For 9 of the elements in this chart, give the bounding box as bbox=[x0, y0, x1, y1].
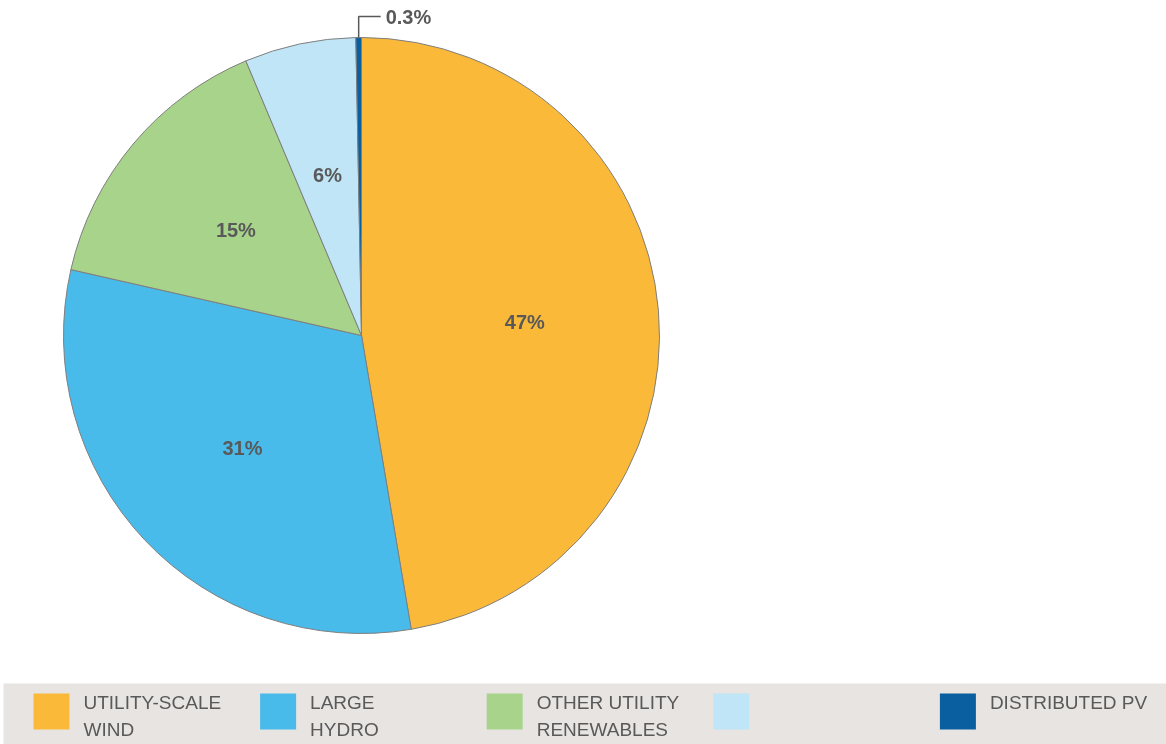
data-label: 47% bbox=[504, 310, 546, 333]
data-label: 6% bbox=[313, 164, 343, 187]
data-label: 15% bbox=[215, 219, 257, 242]
legend-label: LARGE HYDRO bbox=[310, 691, 379, 740]
legend-label: UTILITY-SCALE WIND bbox=[83, 691, 222, 740]
data-label: 31% bbox=[222, 437, 263, 460]
data-label: 0.3% bbox=[385, 5, 432, 28]
legend-label: DISTRIBUTED PV bbox=[989, 691, 1148, 713]
legend-label: OTHER UTILITY RENEWABLES bbox=[536, 691, 680, 740]
